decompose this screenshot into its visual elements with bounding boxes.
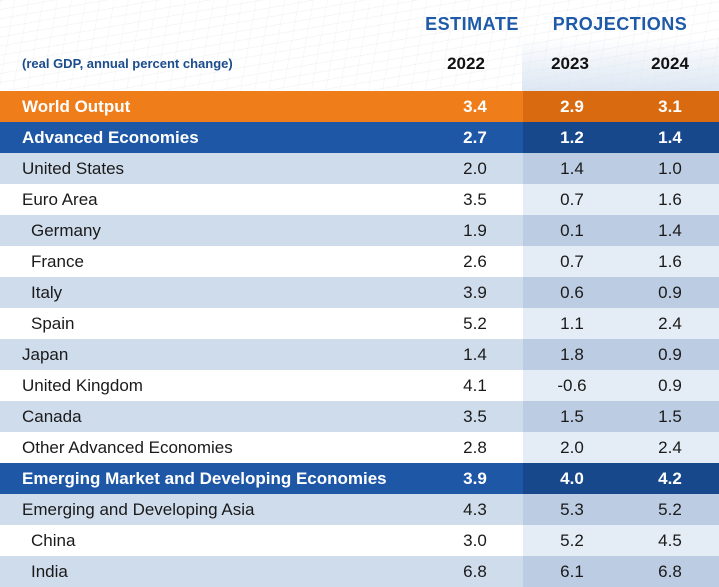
value-cell-2024: 6.8 [621, 556, 719, 587]
value-cell-2023: 2.0 [523, 432, 621, 463]
value-cell-2023: 0.7 [523, 246, 621, 277]
value-cell-2022: 4.1 [463, 376, 487, 395]
row-label: United States [22, 159, 125, 178]
value-cell-2022: 3.4 [463, 97, 487, 116]
value-cell-2024: 4.2 [621, 463, 719, 494]
year-header-2024: 2024 [651, 54, 689, 73]
value-cell-2024: 1.6 [621, 184, 719, 215]
value-cell-2023: 1.4 [523, 153, 621, 184]
table-row: Italy 3.9 0.6 0.9 [0, 277, 719, 308]
value-cell-2022: 2.6 [463, 252, 487, 271]
table-row: Euro Area 3.5 0.7 1.6 [0, 184, 719, 215]
table-row: Spain 5.2 1.1 2.4 [0, 308, 719, 339]
table-row: Japan 1.4 1.8 0.9 [0, 339, 719, 370]
value-cell-2022: 2.7 [463, 128, 487, 147]
value-cell-2023: 5.2 [523, 525, 621, 556]
value-cell-2022: 1.9 [463, 221, 487, 240]
table-row: United States 2.0 1.4 1.0 [0, 153, 719, 184]
table-row: Advanced Economies 2.7 1.2 1.4 [0, 122, 719, 153]
table-row: World Output 3.4 2.9 3.1 [0, 91, 719, 122]
value-cell-2022: 3.9 [463, 283, 487, 302]
value-cell-2022: 2.0 [463, 159, 487, 178]
value-cell-2022: 4.3 [463, 500, 487, 519]
row-label: World Output [22, 97, 131, 116]
value-cell-2023: 0.7 [523, 184, 621, 215]
value-cell-2024: 0.9 [621, 370, 719, 401]
value-cell-2024: 1.0 [621, 153, 719, 184]
row-label: Canada [22, 407, 82, 426]
table-row: Canada 3.5 1.5 1.5 [0, 401, 719, 432]
table-row: France 2.6 0.7 1.6 [0, 246, 719, 277]
value-cell-2024: 2.4 [621, 308, 719, 339]
value-cell-2022: 3.5 [463, 407, 487, 426]
value-cell-2024: 1.4 [621, 122, 719, 153]
value-cell-2024: 0.9 [621, 339, 719, 370]
row-label: Emerging and Developing Asia [22, 500, 255, 519]
value-cell-2024: 5.2 [621, 494, 719, 525]
year-header-2023: 2023 [551, 54, 589, 73]
estimate-heading: ESTIMATE [425, 14, 519, 34]
value-cell-2023: 1.5 [523, 401, 621, 432]
value-cell-2024: 3.1 [621, 91, 719, 122]
value-cell-2024: 1.5 [621, 401, 719, 432]
value-cell-2024: 1.6 [621, 246, 719, 277]
table-row: India 6.8 6.1 6.8 [0, 556, 719, 587]
table-row: China 3.0 5.2 4.5 [0, 525, 719, 556]
row-label: India [31, 562, 68, 581]
table-subtitle: (real GDP, annual percent change) [22, 56, 233, 71]
row-label: Euro Area [22, 190, 98, 209]
table-row: United Kingdom 4.1 -0.6 0.9 [0, 370, 719, 401]
value-cell-2024: 4.5 [621, 525, 719, 556]
year-header-2022: 2022 [447, 54, 485, 73]
value-cell-2024: 2.4 [621, 432, 719, 463]
row-label: Advanced Economies [22, 128, 199, 147]
value-cell-2023: 1.2 [523, 122, 621, 153]
row-label: Emerging Market and Developing Economies [22, 469, 387, 488]
value-cell-2023: 2.9 [523, 91, 621, 122]
row-label: Other Advanced Economies [22, 438, 233, 457]
value-cell-2022: 1.4 [463, 345, 487, 364]
value-cell-2023: 1.1 [523, 308, 621, 339]
value-cell-2022: 5.2 [463, 314, 487, 333]
value-cell-2023: 4.0 [523, 463, 621, 494]
projections-band [522, 38, 719, 92]
table-row: Emerging and Developing Asia 4.3 5.3 5.2 [0, 494, 719, 525]
row-label: Germany [31, 221, 101, 240]
row-label: France [31, 252, 84, 271]
row-label: Spain [31, 314, 75, 333]
value-cell-2023: 6.1 [523, 556, 621, 587]
value-cell-2023: 0.6 [523, 277, 621, 308]
value-cell-2022: 2.8 [463, 438, 487, 457]
table-row: Emerging Market and Developing Economies… [0, 463, 719, 494]
table-row: Germany 1.9 0.1 1.4 [0, 215, 719, 246]
row-label: Italy [31, 283, 63, 302]
value-cell-2023: 1.8 [523, 339, 621, 370]
value-cell-2022: 3.5 [463, 190, 487, 209]
value-cell-2024: 1.4 [621, 215, 719, 246]
row-label: United Kingdom [22, 376, 143, 395]
table-row: Other Advanced Economies 2.8 2.0 2.4 [0, 432, 719, 463]
row-label: Japan [22, 345, 69, 364]
value-cell-2022: 6.8 [463, 562, 487, 581]
value-cell-2023: -0.6 [523, 370, 621, 401]
value-cell-2022: 3.9 [463, 469, 487, 488]
value-cell-2023: 5.3 [523, 494, 621, 525]
value-cell-2024: 0.9 [621, 277, 719, 308]
value-cell-2023: 0.1 [523, 215, 621, 246]
row-label: China [31, 531, 76, 550]
gdp-table: World Output 3.4 2.9 3.1 Advanced Economies 2… [0, 91, 719, 587]
projections-heading: PROJECTIONS [552, 14, 688, 34]
value-cell-2022: 3.0 [463, 531, 487, 550]
